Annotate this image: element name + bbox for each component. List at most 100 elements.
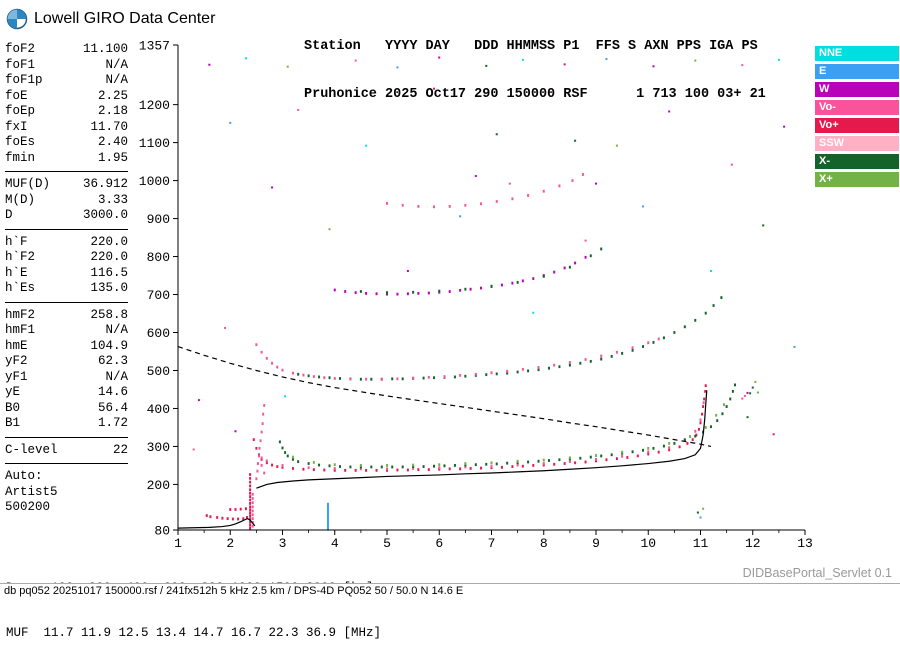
param-panel: foF2 11.100 foF1 N/A foF1p N/A foE 2.25 foEp 2.18… <box>5 42 128 516</box>
param-value: 62.3 <box>97 354 128 368</box>
y-tick-label: 600 <box>147 326 170 341</box>
param-separator <box>5 463 128 464</box>
trace-2F-trace-X <box>297 296 723 381</box>
brand-title: Lowell GIRO Data Center <box>34 10 216 27</box>
param-row: h`Es 135.0 <box>5 281 128 297</box>
param-label: foEp <box>5 104 36 118</box>
y-tick-label: 400 <box>147 402 170 417</box>
x-tick-label: 2 <box>226 536 234 551</box>
servlet-version-label: DIDBasePortal_Servlet 0.1 <box>742 566 892 580</box>
param-label: B0 <box>5 400 21 415</box>
param-label: foF1 <box>5 57 36 72</box>
param-row: yF2 62.3 <box>5 354 128 370</box>
param-label: h`Es <box>5 281 36 295</box>
param-label: MUF(D) <box>5 177 51 191</box>
legend-item-w: W <box>815 82 899 97</box>
y-tick-label: 1000 <box>139 174 170 189</box>
true-height-F-profile <box>256 390 708 489</box>
x-tick-label: 8 <box>540 536 548 551</box>
param-row: h`E 116.5 <box>5 266 128 282</box>
true-height-E-profile <box>177 517 256 529</box>
x-tick-label: 9 <box>592 536 600 551</box>
param-label: foF2 <box>5 42 36 56</box>
legend-item-nne: NNE <box>815 46 899 61</box>
x-tick-label: 10 <box>640 536 656 551</box>
param-separator <box>5 171 128 172</box>
param-value: 135.0 <box>90 281 128 295</box>
param-label: hmF2 <box>5 307 36 322</box>
axes: 1357120011001000900800700600500400300200… <box>139 39 813 552</box>
param-label: yF1 <box>5 369 28 384</box>
param-row: hmE 104.9 <box>5 339 128 355</box>
param-label: B1 <box>5 416 21 430</box>
y-tick-label: 800 <box>147 250 170 265</box>
station-header-line: Station YYYY DAY DDD HHMMSS P1 FFS S AXN… <box>304 39 758 54</box>
param-row: fxI 11.70 <box>5 120 128 136</box>
trace-RFI-line <box>326 502 329 531</box>
param-value: 1.72 <box>97 416 128 430</box>
param-row: foF1p N/A <box>5 73 128 89</box>
trace-F-trace-X-edge <box>291 403 726 467</box>
param-value: 14.6 <box>97 385 128 399</box>
param-separator <box>5 436 128 438</box>
param-row: yE 14.6 <box>5 385 128 401</box>
param-separator <box>5 301 128 303</box>
param-row: fmin 1.95 <box>5 151 128 167</box>
param-value: 56.4 <box>97 400 128 415</box>
param-label: M(D) <box>5 192 36 207</box>
param-row: B0 56.4 <box>5 401 128 417</box>
param-label: yE <box>5 385 21 399</box>
param-row: B1 1.72 <box>5 416 128 432</box>
x-tick-label: 13 <box>797 536 813 551</box>
param-value: N/A <box>105 323 128 337</box>
param-value: 2.18 <box>97 104 128 118</box>
station-info-block: Station YYYY DAY DDD HHMMSS P1 FFS S AXN… <box>304 7 766 119</box>
y-tick-label: 900 <box>147 212 170 227</box>
y-tick-label: 700 <box>147 288 170 303</box>
param-value: 11.70 <box>90 119 128 134</box>
dmuf-muf-row: MUF 11.7 11.9 12.5 13.4 14.7 16.7 22.3 3… <box>6 626 382 640</box>
trace-2F-trace-O <box>255 337 660 381</box>
param-label: h`E <box>5 265 28 280</box>
x-tick-label: 7 <box>488 536 496 551</box>
x-tick-label: 3 <box>279 536 287 551</box>
y-tick-label: 200 <box>147 478 170 493</box>
trace-E-trace <box>205 507 248 521</box>
trace-Es-spread-1 <box>249 473 252 530</box>
param-label: foE <box>5 88 28 103</box>
x-tick-label: 12 <box>745 536 761 551</box>
param-label: foF1p <box>5 73 43 87</box>
x-tick-label: 5 <box>383 536 391 551</box>
legend: NNE E W Vo- Vo+ SSW X- X+ <box>815 46 899 190</box>
param-row: D 3000.0 <box>5 208 128 224</box>
legend-item-vo: Vo- <box>815 100 899 115</box>
param-value: 3.33 <box>97 192 128 207</box>
y-tick-label: 1357 <box>139 39 170 54</box>
param-row: foF1 N/A <box>5 58 128 74</box>
param-row: h`F 220.0 <box>5 235 128 251</box>
param-value: 1.95 <box>97 150 128 165</box>
param-value: N/A <box>105 57 128 72</box>
trace-4F-trace <box>386 173 584 209</box>
param-value: 11.100 <box>82 42 128 56</box>
param-row: yF1 N/A <box>5 370 128 386</box>
param-row: MUF(D) 36.912 <box>5 177 128 193</box>
auto-scaler-label: Auto: <box>5 469 43 483</box>
param-row: hmF1 N/A <box>5 323 128 339</box>
auto-scaler-label: 500200 <box>5 500 51 514</box>
dmuf-table: D 100 200 400 600 800 1000 1500 3000 [km… <box>6 551 381 656</box>
legend-item-x: X- <box>815 154 899 169</box>
legend-item-x: X+ <box>815 172 899 187</box>
y-tick-label: 300 <box>147 440 170 455</box>
station-values-line: Pruhonice 2025 Oct17 290 150000 RSF 1 71… <box>304 87 766 102</box>
status-bar-text: db pq052 20251017 150000.rsf / 241fx512h… <box>4 585 464 597</box>
trace-F-cusp-spread <box>255 404 268 481</box>
param-label: D <box>5 208 13 222</box>
trace-3F-trace-X <box>359 247 603 295</box>
param-row: foF2 11.100 <box>5 42 128 58</box>
param-label: h`F <box>5 234 28 249</box>
y-tick-label: 500 <box>147 364 170 379</box>
param-row: foE 2.25 <box>5 89 128 105</box>
param-label: C-level <box>5 442 58 457</box>
brand: Lowell GIRO Data Center <box>6 8 215 30</box>
